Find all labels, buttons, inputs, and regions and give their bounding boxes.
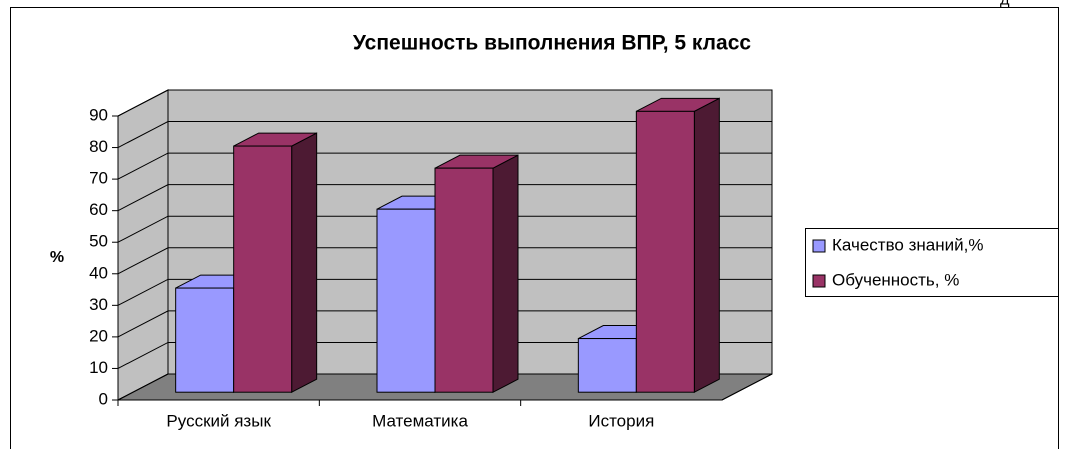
legend-label: Качество знаний,% bbox=[832, 235, 983, 254]
bar bbox=[635, 110, 695, 393]
side-wall bbox=[117, 89, 169, 401]
chart-title: Успешность выполнения ВПР, 5 класс bbox=[353, 32, 751, 55]
grid-line bbox=[117, 310, 772, 338]
bar-side bbox=[291, 132, 318, 394]
x-tick-label: Математика bbox=[372, 411, 468, 430]
bar bbox=[233, 145, 293, 393]
grid-line bbox=[117, 215, 772, 243]
y-tick-label: 40 bbox=[89, 263, 108, 282]
bar bbox=[376, 208, 436, 393]
y-tick-label: 60 bbox=[89, 200, 108, 219]
y-axis-label: % bbox=[50, 249, 64, 266]
legend-label: Обученность, % bbox=[832, 270, 959, 289]
y-tick-label: 20 bbox=[89, 326, 108, 345]
x-tick-label: История bbox=[588, 411, 654, 430]
x-tick-label: Русский язык bbox=[166, 411, 271, 430]
grid-line bbox=[117, 89, 772, 117]
grid-line bbox=[117, 373, 772, 401]
y-tick-label: 0 bbox=[99, 389, 108, 408]
grid-line bbox=[117, 341, 772, 369]
y-tick-label: 80 bbox=[89, 137, 108, 156]
corner-text: Д bbox=[1000, 0, 1010, 8]
grid-line bbox=[117, 278, 772, 306]
legend bbox=[805, 228, 1059, 297]
legend-swatch bbox=[812, 239, 826, 253]
y-tick-label: 30 bbox=[89, 295, 108, 314]
y-tick-label: 90 bbox=[89, 105, 108, 124]
bar bbox=[434, 167, 494, 393]
bar bbox=[175, 287, 235, 393]
grid-line bbox=[117, 247, 772, 275]
y-tick-label: 50 bbox=[89, 232, 108, 251]
grid-line bbox=[117, 184, 772, 212]
y-tick-label: 70 bbox=[89, 169, 108, 188]
grid-line bbox=[117, 121, 772, 148]
bar bbox=[577, 338, 637, 393]
legend-swatch bbox=[812, 274, 826, 288]
bar-side bbox=[492, 154, 519, 394]
bar-side bbox=[693, 97, 720, 394]
y-tick-label: 10 bbox=[89, 358, 108, 377]
grid-line bbox=[117, 152, 772, 180]
